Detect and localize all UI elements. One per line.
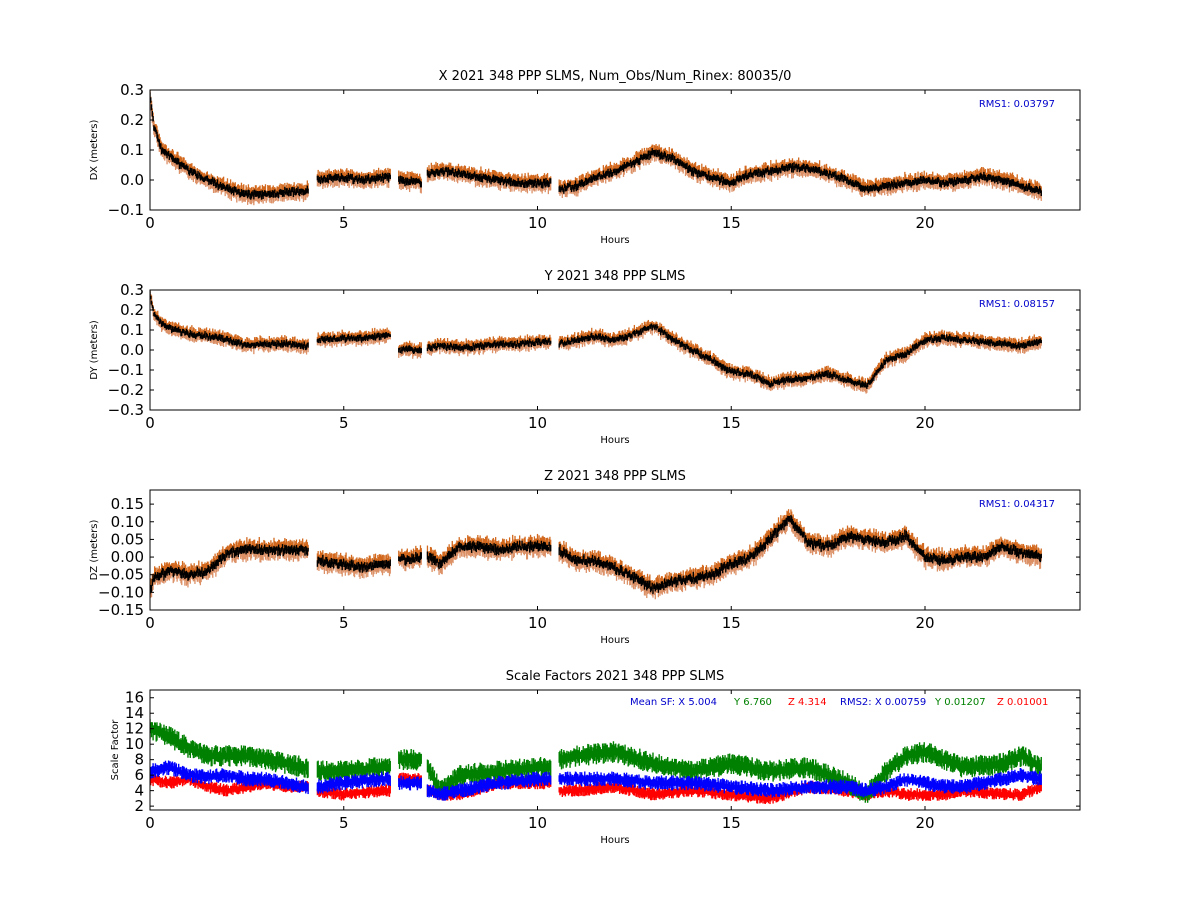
y-axis-label: DX (meters) xyxy=(89,119,100,180)
x-tick-label: 15 xyxy=(722,214,741,232)
x-tick-label: 10 xyxy=(528,214,547,232)
plot-area xyxy=(150,290,1042,394)
chart-panel-1: 0 5 10 15 20 −0.1 0.0 0.1 0.2 0.3 X 2021 348 PPP S… xyxy=(89,69,1081,246)
y-tick-label: 0.1 xyxy=(120,141,144,159)
x-axis-label: Hours xyxy=(600,235,629,246)
y-tick-label: −0.1 xyxy=(108,201,144,219)
chart-panel-2: 0 5 10 15 20−0.3−0.2−0.10.00.10.20.3Y 2021 3… xyxy=(89,269,1081,446)
y-tick-label: 0.2 xyxy=(120,111,144,129)
chart-title: X 2021 348 PPP SLMS, Num_Obs/Num_Rinex: … xyxy=(439,69,792,84)
y-tick-label: 0.3 xyxy=(120,81,144,99)
x-tick-label: 0 xyxy=(145,214,155,232)
rms-annotation: RMS1: 0.03797 xyxy=(979,99,1055,110)
x-tick-label: 5 xyxy=(339,214,349,232)
center-line-series xyxy=(150,92,1042,200)
plot-area xyxy=(150,90,1042,206)
y-tick-label: 0.0 xyxy=(120,171,144,189)
x-tick-label: 20 xyxy=(915,214,934,232)
